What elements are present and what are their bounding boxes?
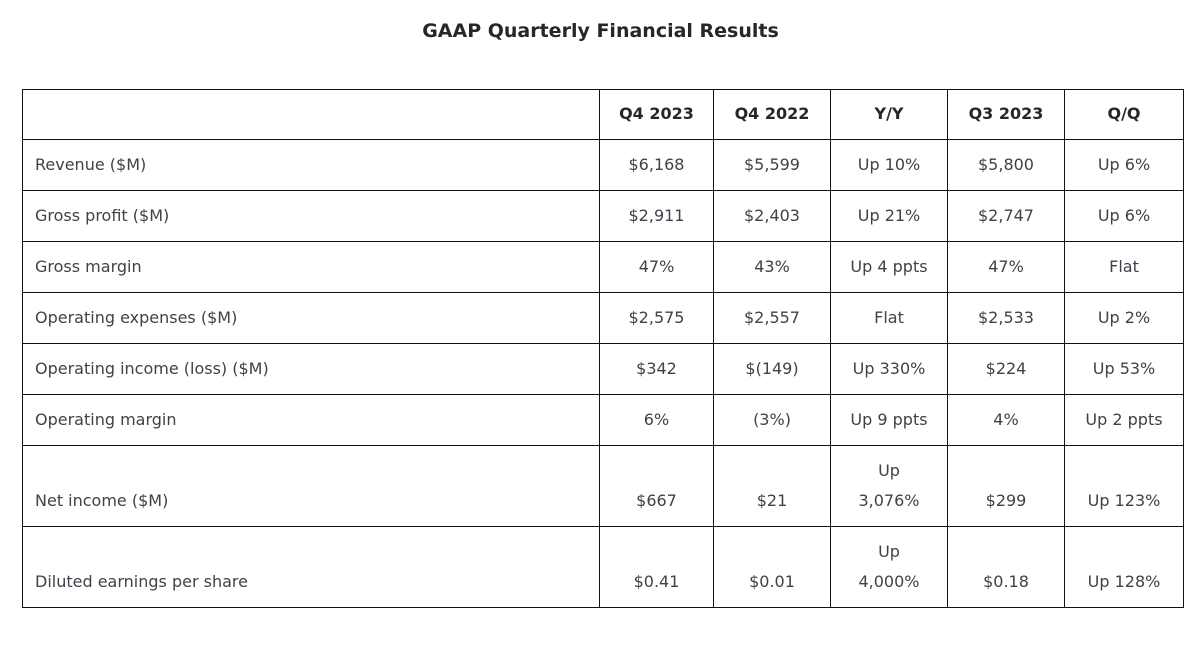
cell-qoq: Flat (1064, 241, 1184, 293)
table-row-diluted-eps: Diluted earnings per share $0.41 $0.01 U… (22, 526, 1184, 608)
row-label: Net income ($M) (22, 445, 600, 527)
cell-q3-2023: $2,533 (947, 292, 1065, 344)
table-row-revenue: Revenue ($M) $6,168 $5,599 Up 10% $5,800… (22, 139, 1184, 191)
header-q3-2023: Q3 2023 (947, 89, 1065, 140)
cell-q3-2023: $299 (947, 445, 1065, 527)
row-label: Operating margin (22, 394, 600, 446)
page-title: GAAP Quarterly Financial Results (422, 20, 779, 42)
cell-yoy: Up 9 ppts (830, 394, 948, 446)
cell-q4-2023: $0.41 (599, 526, 714, 608)
cell-qoq: Up 123% (1064, 445, 1184, 527)
table-row-net-income: Net income ($M) $667 $21 Up 3,076% $299 … (22, 445, 1184, 527)
cell-q4-2022: $5,599 (713, 139, 831, 191)
cell-q4-2023: $667 (599, 445, 714, 527)
row-label: Revenue ($M) (22, 139, 600, 191)
cell-q4-2022: 43% (713, 241, 831, 293)
cell-yoy: Up 10% (830, 139, 948, 191)
cell-q4-2023: $2,575 (599, 292, 714, 344)
table-row-operating-income: Operating income (loss) ($M) $342 $(149)… (22, 343, 1184, 395)
row-label: Operating income (loss) ($M) (22, 343, 600, 395)
row-label: Gross profit ($M) (22, 190, 600, 242)
cell-qoq: Up 2 ppts (1064, 394, 1184, 446)
cell-qoq: Up 6% (1064, 190, 1184, 242)
cell-q4-2022: (3%) (713, 394, 831, 446)
cell-q4-2022: $21 (713, 445, 831, 527)
cell-q4-2022: $(149) (713, 343, 831, 395)
cell-qoq: Up 6% (1064, 139, 1184, 191)
header-qoq: Q/Q (1064, 89, 1184, 140)
financial-results-table: Q4 2023 Q4 2022 Y/Y Q3 2023 Q/Q Revenue … (22, 89, 1184, 608)
cell-qoq: Up 2% (1064, 292, 1184, 344)
row-label: Diluted earnings per share (22, 526, 600, 608)
table-row-gross-margin: Gross margin 47% 43% Up 4 ppts 47% Flat (22, 241, 1184, 293)
table-row-operating-expenses: Operating expenses ($M) $2,575 $2,557 Fl… (22, 292, 1184, 344)
cell-q3-2023: $0.18 (947, 526, 1065, 608)
cell-yoy: Up 330% (830, 343, 948, 395)
header-metric-blank (22, 89, 600, 140)
page: { "title": "GAAP Quarterly Financial Res… (0, 20, 1201, 666)
table-row-operating-margin: Operating margin 6% (3%) Up 9 ppts 4% Up… (22, 394, 1184, 446)
cell-q3-2023: $5,800 (947, 139, 1065, 191)
cell-q4-2023: $6,168 (599, 139, 714, 191)
row-label: Gross margin (22, 241, 600, 293)
cell-yoy: Flat (830, 292, 948, 344)
cell-q4-2023: 6% (599, 394, 714, 446)
header-q4-2023: Q4 2023 (599, 89, 714, 140)
cell-qoq: Up 128% (1064, 526, 1184, 608)
cell-q3-2023: 47% (947, 241, 1065, 293)
cell-q3-2023: 4% (947, 394, 1065, 446)
cell-q3-2023: $224 (947, 343, 1065, 395)
cell-yoy: Up 4,000% (830, 526, 948, 608)
cell-q4-2023: 47% (599, 241, 714, 293)
header-row: Q4 2023 Q4 2022 Y/Y Q3 2023 Q/Q (22, 89, 1184, 140)
cell-q4-2022: $2,403 (713, 190, 831, 242)
cell-q4-2023: $342 (599, 343, 714, 395)
cell-q4-2023: $2,911 (599, 190, 714, 242)
header-q4-2022: Q4 2022 (713, 89, 831, 140)
row-label: Operating expenses ($M) (22, 292, 600, 344)
cell-q3-2023: $2,747 (947, 190, 1065, 242)
cell-yoy: Up 4 ppts (830, 241, 948, 293)
cell-yoy: Up 3,076% (830, 445, 948, 527)
table-row-gross-profit: Gross profit ($M) $2,911 $2,403 Up 21% $… (22, 190, 1184, 242)
cell-q4-2022: $0.01 (713, 526, 831, 608)
cell-q4-2022: $2,557 (713, 292, 831, 344)
header-yoy: Y/Y (830, 89, 948, 140)
cell-yoy: Up 21% (830, 190, 948, 242)
cell-qoq: Up 53% (1064, 343, 1184, 395)
